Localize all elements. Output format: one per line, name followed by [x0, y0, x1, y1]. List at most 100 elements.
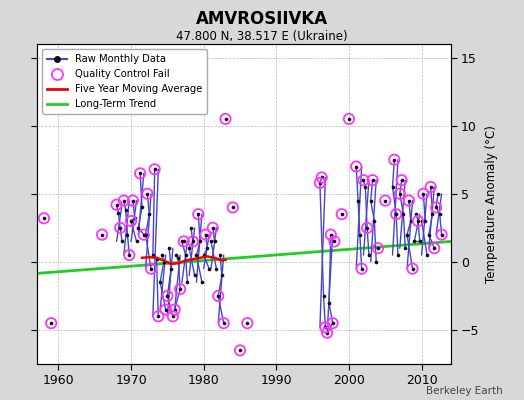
Point — [374, 245, 382, 252]
Point — [160, 259, 168, 265]
Point — [414, 218, 422, 224]
Point — [194, 211, 202, 218]
Point — [167, 266, 175, 272]
Point — [405, 197, 413, 204]
Point — [405, 197, 413, 204]
Point — [214, 293, 222, 299]
Point — [196, 238, 204, 245]
Point — [319, 293, 328, 299]
Point — [418, 218, 426, 224]
Point — [125, 252, 134, 258]
Point — [40, 215, 48, 222]
Point — [316, 180, 324, 186]
Point — [435, 211, 444, 218]
Point — [416, 238, 424, 245]
Point — [172, 252, 181, 258]
Point — [221, 116, 230, 122]
Point — [127, 218, 135, 224]
Point — [427, 184, 435, 190]
Point — [169, 313, 177, 320]
Point — [438, 232, 446, 238]
Point — [149, 252, 157, 258]
Point — [205, 266, 213, 272]
Point — [428, 211, 436, 218]
Point — [330, 238, 339, 245]
Point — [116, 225, 124, 231]
Point — [150, 166, 159, 172]
Point — [392, 211, 400, 218]
Point — [207, 238, 215, 245]
Point — [337, 211, 346, 218]
Point — [209, 225, 217, 231]
Point — [424, 232, 433, 238]
Point — [326, 232, 335, 238]
Point — [189, 238, 197, 245]
Point — [368, 177, 377, 183]
Point — [198, 279, 206, 286]
Point — [368, 177, 377, 183]
Point — [345, 116, 353, 122]
Point — [352, 163, 361, 170]
Point — [176, 286, 184, 292]
Point — [381, 197, 389, 204]
Point — [112, 202, 121, 208]
Point — [390, 156, 399, 163]
Point — [47, 320, 56, 326]
Point — [399, 211, 408, 218]
Point — [147, 266, 155, 272]
Point — [161, 306, 170, 313]
Point — [236, 347, 244, 354]
Point — [212, 266, 221, 272]
Text: AMVROSIIVKA: AMVROSIIVKA — [196, 10, 328, 28]
Point — [211, 238, 219, 245]
Point — [372, 259, 380, 265]
Point — [361, 184, 369, 190]
Point — [407, 218, 415, 224]
Point — [330, 238, 339, 245]
Point — [345, 116, 353, 122]
Point — [150, 166, 159, 172]
Point — [414, 218, 422, 224]
Point — [430, 245, 439, 252]
Point — [180, 238, 188, 245]
Point — [181, 252, 190, 258]
Point — [154, 313, 162, 320]
Point — [403, 232, 411, 238]
Point — [178, 238, 186, 245]
Point — [326, 232, 335, 238]
Point — [163, 293, 171, 299]
Point — [419, 190, 428, 197]
Point — [412, 211, 420, 218]
Point — [216, 252, 224, 258]
Point — [134, 225, 143, 231]
Point — [356, 232, 364, 238]
Point — [40, 215, 48, 222]
Point — [221, 116, 230, 122]
Point — [434, 190, 442, 197]
Point — [203, 245, 212, 252]
Point — [438, 232, 446, 238]
Point — [133, 238, 141, 245]
Point — [388, 184, 397, 190]
Point — [321, 324, 330, 330]
Point — [118, 238, 126, 245]
Point — [243, 320, 252, 326]
Point — [147, 266, 155, 272]
Point — [158, 252, 166, 258]
Point — [323, 330, 331, 336]
Point — [329, 320, 337, 326]
Point — [129, 197, 137, 204]
Point — [129, 197, 137, 204]
Point — [432, 204, 440, 211]
Point — [421, 218, 429, 224]
Point — [138, 204, 146, 211]
Point — [370, 218, 378, 224]
Point — [390, 156, 399, 163]
Point — [139, 232, 148, 238]
Point — [145, 211, 154, 218]
Point — [228, 204, 237, 211]
Point — [214, 293, 222, 299]
Point — [323, 330, 331, 336]
Point — [98, 232, 106, 238]
Point — [141, 232, 150, 238]
